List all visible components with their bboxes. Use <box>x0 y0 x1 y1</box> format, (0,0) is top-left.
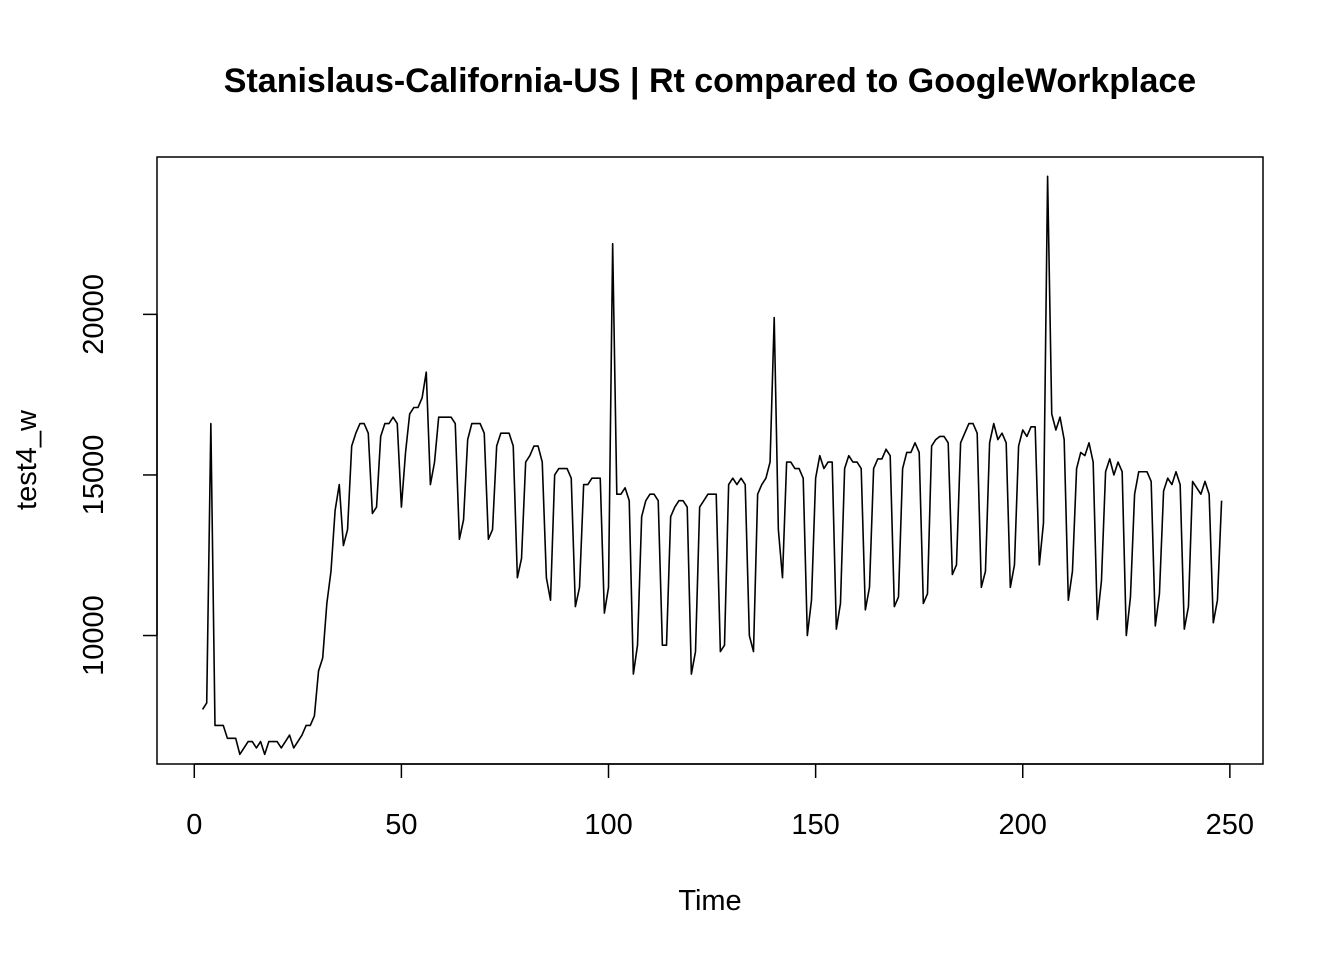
x-tick-label: 250 <box>1206 809 1254 841</box>
x-axis-label: Time <box>678 885 741 917</box>
y-axis-label: test4_w <box>11 409 43 510</box>
plot-frame <box>156 156 1264 765</box>
x-tick-label: 50 <box>385 809 417 841</box>
x-axis: 0 50 100 150 200 250 <box>186 763 1254 841</box>
x-tick-label: 100 <box>584 809 632 841</box>
x-tick-label: 150 <box>791 809 839 841</box>
series-line <box>201 175 1223 756</box>
y-tick-label: 20000 <box>78 274 110 355</box>
y-axis: 10000 15000 20000 <box>78 274 158 676</box>
chart-title: Stanislaus-California-US | Rt compared t… <box>224 62 1196 100</box>
y-tick-label: 10000 <box>78 595 110 676</box>
series-layer <box>201 175 1223 756</box>
x-tick-label: 0 <box>186 809 202 841</box>
y-tick-label: 15000 <box>78 435 110 516</box>
x-tick-label: 200 <box>999 809 1047 841</box>
